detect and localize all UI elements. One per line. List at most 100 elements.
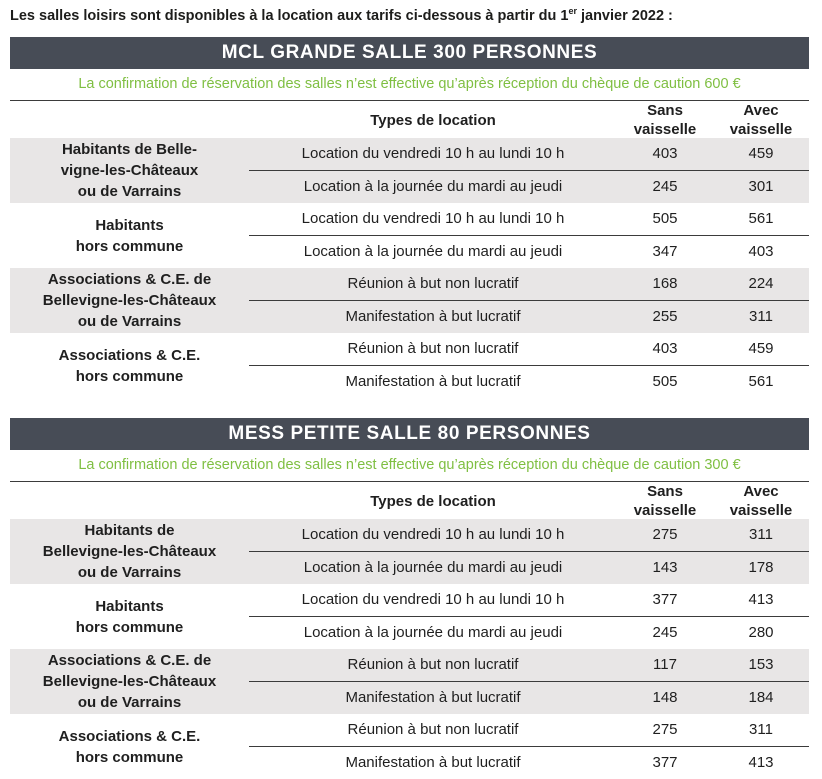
table-row: Location à la journée du mardi au jeudi 3… — [249, 235, 809, 268]
intro-text: Les salles loisirs sont disponibles à la… — [10, 6, 673, 24]
group-label-line: vigne-les-Châteaux — [60, 162, 199, 179]
table-row: Location du vendredi 10 h au lundi 10 h 3… — [249, 584, 809, 616]
group-label: Associations & C.E. de Bellevigne-les-Châ… — [10, 649, 249, 714]
section-title: MESS PETITE SALLE 80 PERSONNES — [10, 418, 809, 450]
row-type: Réunion à but non lucratif — [347, 275, 519, 292]
group-label-line: Bellevigne-les-Châteaux — [42, 292, 217, 309]
header-sans-line2: vaisselle — [633, 502, 697, 519]
row-type: Location à la journée du mardi au jeudi — [303, 559, 563, 576]
price-sans: 377 — [652, 591, 678, 608]
group-label: Habitants de Bellevigne-les-Châteaux ou de… — [10, 519, 249, 584]
table-row: Réunion à but non lucratif 117 153 — [249, 649, 809, 681]
price-avec: 413 — [748, 591, 774, 608]
price-avec: 301 — [748, 178, 774, 195]
table-row: Réunion à but non lucratif 403 459 — [249, 333, 809, 365]
price-sans: 275 — [652, 721, 678, 738]
header-types: Types de location — [370, 493, 496, 510]
price-avec: 311 — [749, 308, 773, 325]
intro-superscript: er — [568, 6, 577, 16]
group-label-line: hors commune — [75, 367, 184, 385]
deposit-note: La confirmation de réservation des salle… — [10, 69, 809, 101]
group-label: Associations & C.E. de Bellevigne-les-Châ… — [10, 268, 249, 333]
table-row: Manifestation à but lucratif 505 561 — [249, 365, 809, 398]
price-sans: 377 — [652, 754, 678, 771]
price-sans: 505 — [652, 373, 678, 390]
group-habitants-commune: Habitants de Bellevigne-les-Châteaux ou de… — [10, 519, 809, 584]
table-row: Réunion à but non lucratif 275 311 — [249, 714, 809, 746]
group-label-line: Associations & C.E. — [58, 346, 201, 364]
header-sans-line1: Sans — [647, 102, 683, 119]
group-label-line: ou de Varrains — [77, 694, 182, 711]
table-row: Réunion à but non lucratif 168 224 — [249, 268, 809, 300]
table-row: Location du vendredi 10 h au lundi 10 h 5… — [249, 203, 809, 235]
table-row: Manifestation à but lucratif 255 311 — [249, 300, 809, 333]
price-sans: 505 — [652, 210, 678, 227]
table-row: Location à la journée du mardi au jeudi 2… — [249, 616, 809, 649]
price-avec: 403 — [748, 243, 774, 260]
price-sans: 168 — [652, 275, 678, 292]
table-header: Types de location Sans vaisselle Avec vais… — [10, 482, 809, 519]
row-type: Manifestation à but lucratif — [345, 308, 521, 325]
price-avec: 459 — [748, 340, 774, 357]
price-sans: 117 — [653, 656, 677, 673]
row-type: Manifestation à but lucratif — [345, 689, 521, 706]
row-type: Réunion à but non lucratif — [347, 340, 519, 357]
section-mcl-grande-salle: MCL GRANDE SALLE 300 PERSONNES La confir… — [10, 37, 809, 398]
section-mess-petite-salle: MESS PETITE SALLE 80 PERSONNES La confir… — [10, 418, 809, 779]
header-avec-vaisselle: Avec vaisselle — [713, 482, 809, 520]
price-sans: 245 — [652, 178, 678, 195]
header-avec-line1: Avec — [743, 483, 779, 500]
table-row: Location du vendredi 10 h au lundi 10 h 4… — [249, 138, 809, 170]
intro-text-end: janvier 2022 : — [576, 8, 673, 24]
row-type: Location à la journée du mardi au jeudi — [303, 243, 563, 260]
group-label: Associations & C.E. hors commune — [10, 714, 249, 779]
group-label-line: Habitants de Belle- — [61, 141, 197, 158]
row-type: Location du vendredi 10 h au lundi 10 h — [301, 145, 565, 162]
price-avec: 459 — [748, 145, 774, 162]
group-label-line: ou de Varrains — [77, 564, 182, 581]
price-avec: 311 — [749, 721, 773, 738]
row-type: Location à la journée du mardi au jeudi — [303, 624, 563, 641]
price-avec: 224 — [748, 275, 774, 292]
group-label-line: Associations & C.E. de — [47, 271, 212, 288]
group-label-line: Associations & C.E. de — [47, 652, 212, 669]
header-sans-vaisselle: Sans vaisselle — [617, 482, 713, 520]
group-label-line: ou de Varrains — [77, 313, 182, 330]
price-avec: 153 — [748, 656, 774, 673]
price-avec: 311 — [749, 526, 773, 543]
group-associations-commune: Associations & C.E. de Bellevigne-les-Châ… — [10, 649, 809, 714]
group-label: Habitants hors commune — [10, 203, 249, 268]
table-row: Location à la journée du mardi au jeudi 1… — [249, 551, 809, 584]
header-sans-line1: Sans — [647, 483, 683, 500]
price-avec: 561 — [748, 210, 774, 227]
header-sans-line2: vaisselle — [633, 121, 697, 138]
table-row: Manifestation à but lucratif 377 413 — [249, 746, 809, 779]
table-row: Manifestation à but lucratif 148 184 — [249, 681, 809, 714]
group-associations-commune: Associations & C.E. de Bellevigne-les-Châ… — [10, 268, 809, 333]
group-label: Associations & C.E. hors commune — [10, 333, 249, 398]
price-avec: 413 — [748, 754, 774, 771]
row-type: Location du vendredi 10 h au lundi 10 h — [301, 591, 565, 608]
group-habitants-hors-commune: Habitants hors commune Location du vendre… — [10, 584, 809, 649]
group-label-line: hors commune — [75, 748, 184, 766]
header-sans-vaisselle: Sans vaisselle — [617, 101, 713, 139]
price-sans: 403 — [652, 145, 678, 162]
row-type: Réunion à but non lucratif — [347, 656, 519, 673]
group-label-line: Bellevigne-les-Châteaux — [42, 673, 217, 690]
price-avec: 178 — [748, 559, 774, 576]
group-label-line: hors commune — [75, 618, 184, 636]
group-label: Habitants hors commune — [10, 584, 249, 649]
row-type: Réunion à but non lucratif — [347, 721, 519, 738]
price-sans: 275 — [652, 526, 678, 543]
row-type: Location du vendredi 10 h au lundi 10 h — [301, 526, 565, 543]
header-avec-vaisselle: Avec vaisselle — [713, 101, 809, 139]
group-label-line: hors commune — [75, 237, 184, 255]
table-header: Types de location Sans vaisselle Avec vais… — [10, 101, 809, 138]
price-sans: 347 — [652, 243, 678, 260]
section-title: MCL GRANDE SALLE 300 PERSONNES — [10, 37, 809, 69]
price-avec: 280 — [748, 624, 774, 641]
price-sans: 245 — [652, 624, 678, 641]
header-avec-line2: vaisselle — [729, 502, 793, 519]
group-label-line: Habitants — [95, 597, 164, 615]
row-type: Manifestation à but lucratif — [345, 373, 521, 390]
